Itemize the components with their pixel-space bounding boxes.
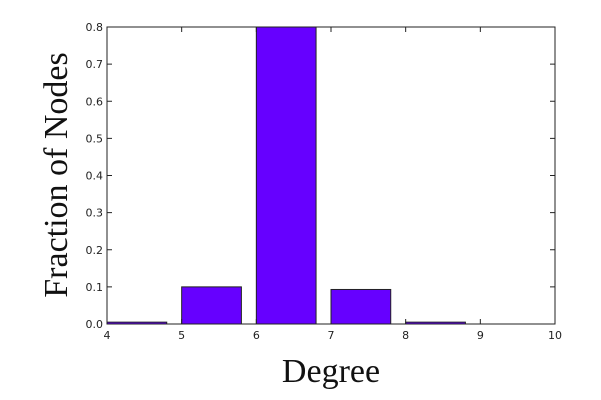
y-tick-label-0.3: 0.3 (86, 207, 104, 220)
y-tick-label-0.5: 0.5 (86, 132, 104, 145)
x-tick-label-4: 4 (104, 329, 111, 342)
bar-4 (330, 288, 392, 325)
bar-2 (181, 286, 242, 325)
x-tick-label-8: 8 (402, 329, 409, 342)
x-axis-title: Degree (282, 353, 380, 390)
y-axis-title: Fraction of Nodes (38, 52, 75, 298)
y-tick-label-0.7: 0.7 (86, 58, 104, 71)
bars-layer (106, 26, 466, 325)
bar-3 (255, 26, 317, 325)
y-tick-label-0.4: 0.4 (86, 170, 104, 183)
x-tick-label-7: 7 (328, 329, 335, 342)
x-tick-label-5: 5 (178, 329, 185, 342)
y-tick-label-0.1: 0.1 (86, 281, 104, 294)
plot-frame (106, 26, 556, 325)
y-tick-label-0.8: 0.8 (86, 21, 104, 34)
x-tick-label-9: 9 (477, 329, 484, 342)
ticks-layer: 4 5 6 7 8 9 10 0.0 0.1 0.2 0.3 0.4 0.5 0.6 0.7 0.8 (86, 21, 563, 342)
y-tick-label-0.6: 0.6 (86, 95, 104, 108)
x-tick-label-10: 10 (548, 329, 562, 342)
y-tick-label-0.0: 0.0 (86, 318, 104, 331)
y-tick-label-0.2: 0.2 (86, 244, 104, 257)
x-tick-label-6: 6 (253, 329, 260, 342)
